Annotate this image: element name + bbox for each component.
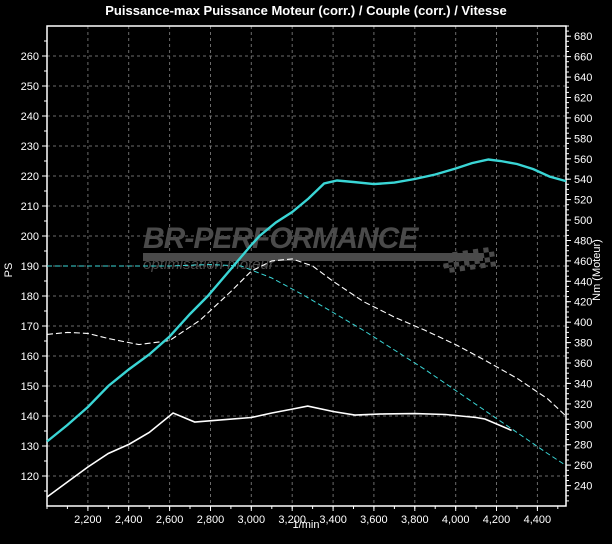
svg-text:420: 420 [574, 297, 592, 309]
svg-text:4,200: 4,200 [483, 514, 511, 526]
svg-text:150: 150 [21, 381, 39, 393]
svg-text:250: 250 [21, 81, 39, 93]
svg-text:4,000: 4,000 [442, 514, 470, 526]
svg-text:200: 200 [21, 231, 39, 243]
svg-text:BR-PERFORMANCE: BR-PERFORMANCE [143, 222, 419, 255]
svg-text:2,400: 2,400 [115, 514, 143, 526]
svg-text:260: 260 [574, 460, 592, 472]
svg-text:360: 360 [574, 358, 592, 370]
svg-text:2,800: 2,800 [197, 514, 225, 526]
svg-text:520: 520 [574, 195, 592, 207]
svg-text:3,600: 3,600 [360, 514, 388, 526]
svg-text:220: 220 [21, 171, 39, 183]
svg-text:1/min: 1/min [293, 519, 320, 531]
svg-text:460: 460 [574, 256, 592, 268]
svg-text:170: 170 [21, 321, 39, 333]
svg-text:160: 160 [21, 351, 39, 363]
svg-text:600: 600 [574, 113, 592, 125]
svg-text:300: 300 [574, 419, 592, 431]
svg-text:PS: PS [3, 263, 15, 278]
svg-text:280: 280 [574, 440, 592, 452]
svg-text:380: 380 [574, 338, 592, 350]
svg-text:320: 320 [574, 399, 592, 411]
svg-text:4,400: 4,400 [524, 514, 552, 526]
svg-text:180: 180 [21, 291, 39, 303]
svg-text:260: 260 [21, 51, 39, 63]
svg-text:560: 560 [574, 154, 592, 166]
svg-text:Puissance-max Puissance Moteur: Puissance-max Puissance Moteur (corr.) /… [105, 3, 506, 18]
svg-text:130: 130 [21, 441, 39, 453]
svg-text:240: 240 [21, 111, 39, 123]
svg-text:3,000: 3,000 [238, 514, 266, 526]
svg-text:230: 230 [21, 141, 39, 153]
svg-text:140: 140 [21, 411, 39, 423]
svg-text:540: 540 [574, 174, 592, 186]
svg-text:120: 120 [21, 471, 39, 483]
svg-text:210: 210 [21, 201, 39, 213]
svg-text:Nm (Moteur): Nm (Moteur) [591, 239, 603, 301]
svg-text:680: 680 [574, 31, 592, 43]
svg-text:480: 480 [574, 236, 592, 248]
svg-text:190: 190 [21, 261, 39, 273]
svg-text:2,600: 2,600 [156, 514, 184, 526]
svg-text:3,800: 3,800 [401, 514, 429, 526]
svg-text:2,200: 2,200 [74, 514, 102, 526]
svg-text:400: 400 [574, 317, 592, 329]
svg-text:500: 500 [574, 215, 592, 227]
svg-text:580: 580 [574, 133, 592, 145]
svg-text:440: 440 [574, 276, 592, 288]
svg-text:640: 640 [574, 72, 592, 84]
svg-text:660: 660 [574, 52, 592, 64]
svg-text:240: 240 [574, 481, 592, 493]
svg-text:3,400: 3,400 [319, 514, 347, 526]
svg-text:620: 620 [574, 93, 592, 105]
svg-text:340: 340 [574, 378, 592, 390]
